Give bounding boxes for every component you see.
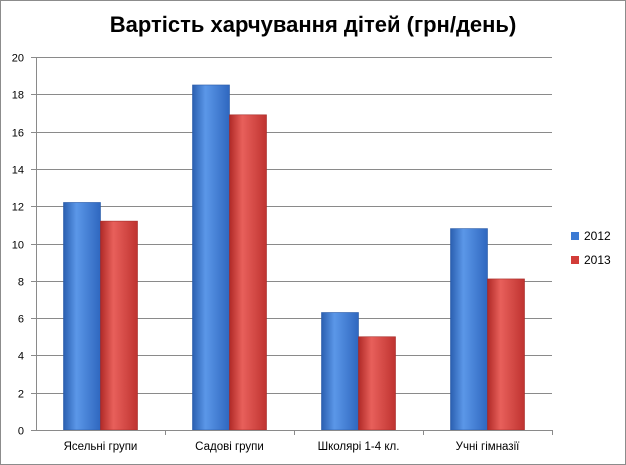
y-tick-label: 20 [12,53,24,65]
y-tick-label: 4 [18,351,24,363]
x-category-label: Учні гімназії [456,441,520,453]
y-tick-label: 16 [12,128,24,140]
legend-swatch-2012 [571,232,579,240]
bars [63,84,525,431]
x-category-label: Садові групи [195,441,264,453]
bar-2013-4 [487,278,525,431]
y-tick-label: 14 [12,165,24,177]
legend-swatch-2013 [571,256,579,264]
chart-title: Вартість харчування дітей (грн/день) [109,12,517,37]
y-tick-label: 18 [12,90,24,102]
bar-2012-4 [450,228,488,431]
x-category-label: Ясельні групи [64,441,138,453]
y-tick-label: 8 [18,277,24,289]
y-tick-label: 2 [18,389,24,401]
y-tick-label: 12 [12,202,24,214]
bar-2013-1 [100,220,138,431]
legend-label-2013: 2013 [584,253,611,267]
bar-2012-1 [63,202,101,431]
legend: 2012 2013 [571,229,611,267]
bar-2013-2 [229,114,267,431]
bar-2012-3 [321,312,359,431]
legend-label-2012: 2012 [584,229,611,243]
y-tick-label: 10 [12,240,24,252]
bar-2012-2 [192,84,230,431]
y-tick-label: 0 [18,426,24,438]
bar-2013-3 [358,336,396,431]
axes: 0 2 4 6 8 10 12 14 16 18 20 Ясельні групи Садові гру… [12,53,553,453]
x-category-label: Школярі 1-4 кл. [318,441,400,453]
y-tick-label: 6 [18,314,24,326]
